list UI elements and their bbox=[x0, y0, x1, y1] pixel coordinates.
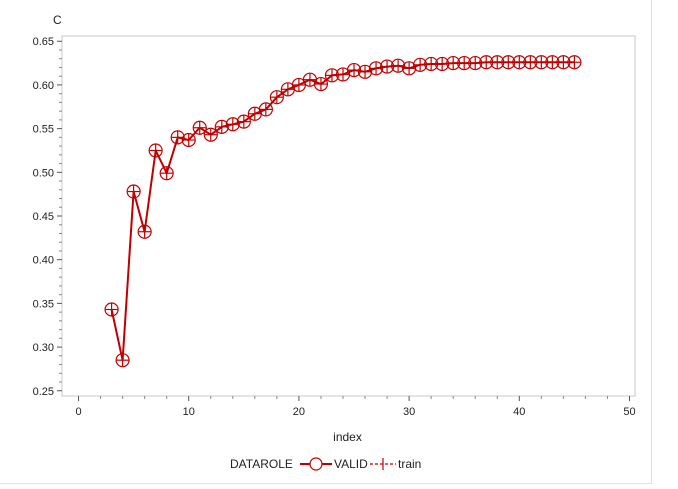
legend-entry-train: train bbox=[398, 457, 421, 471]
y-tick-label: 0.55 bbox=[33, 124, 54, 136]
data-point-train bbox=[336, 68, 349, 81]
data-point-valid bbox=[357, 64, 373, 79]
data-point-train bbox=[105, 303, 118, 316]
data-point-valid bbox=[159, 166, 174, 181]
x-axis: 0 10 20 30 40 50 bbox=[75, 396, 636, 418]
data-point-train bbox=[370, 62, 383, 75]
data-point-valid bbox=[269, 90, 284, 105]
y-tick-label: 0.25 bbox=[33, 386, 54, 398]
data-point-train bbox=[314, 78, 327, 91]
data-point-valid bbox=[236, 114, 251, 129]
x-tick-label: 20 bbox=[293, 406, 305, 418]
data-point-train bbox=[392, 59, 405, 72]
data-point-train bbox=[127, 185, 140, 198]
data-point-train bbox=[237, 115, 250, 128]
data-point-train bbox=[359, 65, 372, 78]
x-tick-label: 50 bbox=[623, 406, 635, 418]
y-tick-label: 0.30 bbox=[33, 342, 54, 354]
data-point-train bbox=[303, 73, 316, 86]
y-tick-label: 0.40 bbox=[33, 255, 54, 267]
data-point-train bbox=[259, 103, 272, 116]
x-tick-label: 30 bbox=[403, 406, 415, 418]
data-point-train bbox=[557, 56, 570, 69]
x-axis-title: index bbox=[333, 430, 362, 444]
y-tick-label: 0.35 bbox=[33, 298, 54, 310]
data-point-train bbox=[226, 118, 239, 131]
data-point-valid bbox=[137, 224, 152, 239]
legend-entry-valid: VALID bbox=[334, 457, 368, 471]
legend: DATAROLE VALID train bbox=[230, 457, 421, 471]
data-point-train bbox=[160, 167, 173, 180]
data-point-train bbox=[270, 91, 283, 104]
plot-area bbox=[61, 35, 636, 397]
data-point-valid bbox=[225, 117, 240, 132]
data-point-train bbox=[535, 56, 548, 69]
data-point-train bbox=[546, 56, 559, 69]
data-point-train bbox=[149, 144, 162, 157]
x-tick-label: 40 bbox=[513, 406, 525, 418]
data-point-valid bbox=[214, 119, 229, 134]
y-tick-label: 0.65 bbox=[33, 36, 54, 48]
legend-valid-symbol bbox=[300, 457, 332, 471]
x-tick-label: 0 bbox=[75, 406, 81, 418]
data-point-train bbox=[469, 57, 482, 70]
data-point-valid bbox=[170, 130, 185, 145]
data-point-train bbox=[568, 56, 581, 69]
data-point-train bbox=[281, 83, 294, 96]
data-point-valid bbox=[148, 143, 163, 158]
y-tick-label: 0.60 bbox=[33, 80, 54, 92]
data-point-train bbox=[381, 60, 394, 73]
series-layer bbox=[104, 55, 582, 368]
data-point-train bbox=[425, 57, 438, 70]
y-axis: 0.25 0.30 0.35 0.40 0.45 0.50 0.55 0.60 0.65 bbox=[33, 36, 62, 398]
data-point-train bbox=[458, 57, 471, 70]
data-point-train bbox=[325, 69, 338, 82]
data-point-train bbox=[215, 120, 228, 133]
data-point-train bbox=[491, 56, 504, 69]
data-point-valid bbox=[203, 127, 218, 142]
data-point-train bbox=[480, 56, 493, 69]
data-point-valid bbox=[181, 132, 196, 148]
data-point-valid bbox=[126, 184, 141, 199]
data-point-train bbox=[292, 78, 305, 91]
data-point-train bbox=[447, 57, 460, 70]
data-point-train bbox=[248, 107, 261, 120]
data-point-train bbox=[182, 133, 195, 146]
y-axis-title: C bbox=[53, 13, 62, 27]
data-point-train bbox=[513, 56, 526, 69]
legend-title: DATAROLE bbox=[230, 457, 293, 471]
data-point-train bbox=[193, 121, 206, 134]
x-tick-label: 10 bbox=[183, 406, 195, 418]
data-point-train bbox=[524, 56, 537, 69]
legend-valid-marker bbox=[309, 457, 323, 471]
data-point-train bbox=[204, 128, 217, 141]
data-point-valid bbox=[115, 353, 130, 368]
data-point-train bbox=[436, 57, 449, 70]
data-point-train bbox=[414, 58, 427, 71]
data-point-valid bbox=[313, 76, 329, 92]
legend-train-symbol bbox=[370, 458, 396, 470]
data-point-valid bbox=[192, 120, 207, 135]
data-point-valid bbox=[104, 302, 119, 317]
data-point-train bbox=[502, 56, 515, 69]
data-point-valid bbox=[402, 61, 417, 76]
data-point-train bbox=[403, 62, 416, 75]
data-point-train bbox=[116, 354, 129, 367]
data-point-train bbox=[138, 225, 151, 238]
data-point-train bbox=[171, 131, 184, 144]
data-point-valid bbox=[346, 62, 362, 78]
data-point-valid bbox=[258, 102, 273, 117]
y-tick-label: 0.50 bbox=[33, 167, 54, 179]
data-point-train bbox=[348, 64, 361, 77]
data-point-valid bbox=[368, 61, 384, 76]
y-tick-label: 0.45 bbox=[33, 211, 54, 223]
